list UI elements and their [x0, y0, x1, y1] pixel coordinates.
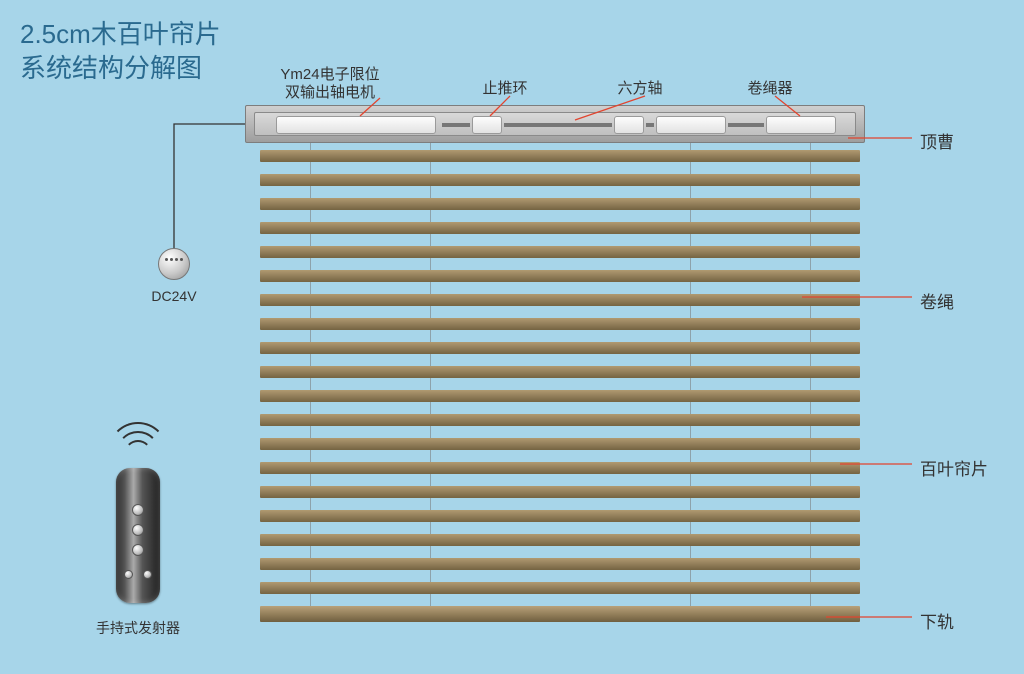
- slat: [260, 222, 860, 234]
- slat: [260, 510, 860, 522]
- slat: [260, 534, 860, 546]
- label-hex-shaft: 六方轴: [605, 80, 675, 98]
- slat: [260, 174, 860, 186]
- label-headrail: 顶曹: [920, 128, 954, 153]
- slat: [260, 390, 860, 402]
- slat: [260, 342, 860, 354]
- slat: [260, 582, 860, 594]
- slat: [260, 270, 860, 282]
- motor-module: [276, 116, 436, 134]
- slat: [260, 366, 860, 378]
- headrail: [245, 105, 865, 143]
- label-cord-winder: 卷绳器: [735, 80, 805, 98]
- bottom-rail: [260, 606, 860, 622]
- slat: [260, 198, 860, 210]
- hex-shaft-seg: [442, 123, 470, 127]
- slat: [260, 438, 860, 450]
- hex-shaft-seg: [646, 123, 654, 127]
- winder-module-1: [656, 116, 726, 134]
- stop-ring-module: [472, 116, 502, 134]
- winder-module-2: [766, 116, 836, 134]
- label-power: DC24V: [124, 288, 224, 304]
- plug-pins: [165, 258, 183, 261]
- slat: [260, 294, 860, 306]
- hex-shaft-seg: [728, 123, 764, 127]
- slat: [260, 462, 860, 474]
- remote-button: [132, 524, 144, 536]
- slat: [260, 486, 860, 498]
- remote-button: [132, 504, 144, 516]
- slat: [260, 150, 860, 162]
- remote-control-icon: [116, 468, 160, 603]
- slat: [260, 318, 860, 330]
- label-slat: 百叶帘片: [920, 455, 988, 480]
- remote-button: [143, 570, 152, 579]
- remote-button: [124, 570, 133, 579]
- label-motor: Ym24电子限位 双输出轴电机: [260, 66, 400, 102]
- hex-shaft-seg: [504, 123, 612, 127]
- slat: [260, 414, 860, 426]
- title-line2: 系统结构分解图: [20, 53, 202, 83]
- slat: [260, 246, 860, 258]
- remote-button: [132, 544, 144, 556]
- label-bottomrail: 下轨: [920, 608, 954, 633]
- signal-waves-icon: [98, 422, 178, 462]
- diagram-title: 2.5cm木百叶帘片 系统结构分解图: [20, 18, 221, 86]
- label-stop-ring: 止推环: [470, 80, 540, 98]
- label-cord: 卷绳: [920, 288, 954, 313]
- title-line1: 2.5cm木百叶帘片: [20, 19, 221, 49]
- label-remote: 手持式发射器: [88, 618, 188, 638]
- slat-stack: [260, 150, 860, 622]
- power-plug-icon: [158, 248, 190, 280]
- slat: [260, 558, 860, 570]
- stop-ring-module-2: [614, 116, 644, 134]
